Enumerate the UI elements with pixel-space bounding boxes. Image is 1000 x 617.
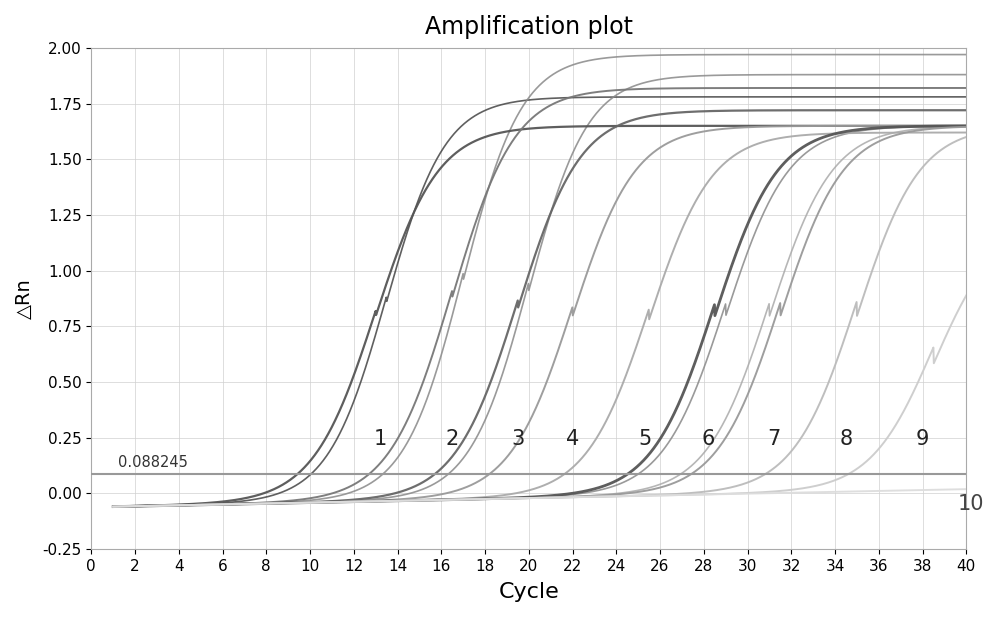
X-axis label: Cycle: Cycle bbox=[498, 582, 559, 602]
Text: 7: 7 bbox=[767, 429, 780, 449]
Text: 9: 9 bbox=[916, 429, 929, 449]
Y-axis label: △Rn: △Rn bbox=[15, 278, 34, 319]
Text: 6: 6 bbox=[701, 429, 715, 449]
Text: 0.088245: 0.088245 bbox=[118, 455, 187, 470]
Title: Amplification plot: Amplification plot bbox=[425, 15, 633, 39]
Text: 1: 1 bbox=[373, 429, 387, 449]
Text: 10: 10 bbox=[958, 494, 984, 515]
Text: 2: 2 bbox=[446, 429, 459, 449]
Text: 5: 5 bbox=[638, 429, 651, 449]
Text: 4: 4 bbox=[566, 429, 579, 449]
Text: 3: 3 bbox=[511, 429, 524, 449]
Text: 8: 8 bbox=[839, 429, 853, 449]
